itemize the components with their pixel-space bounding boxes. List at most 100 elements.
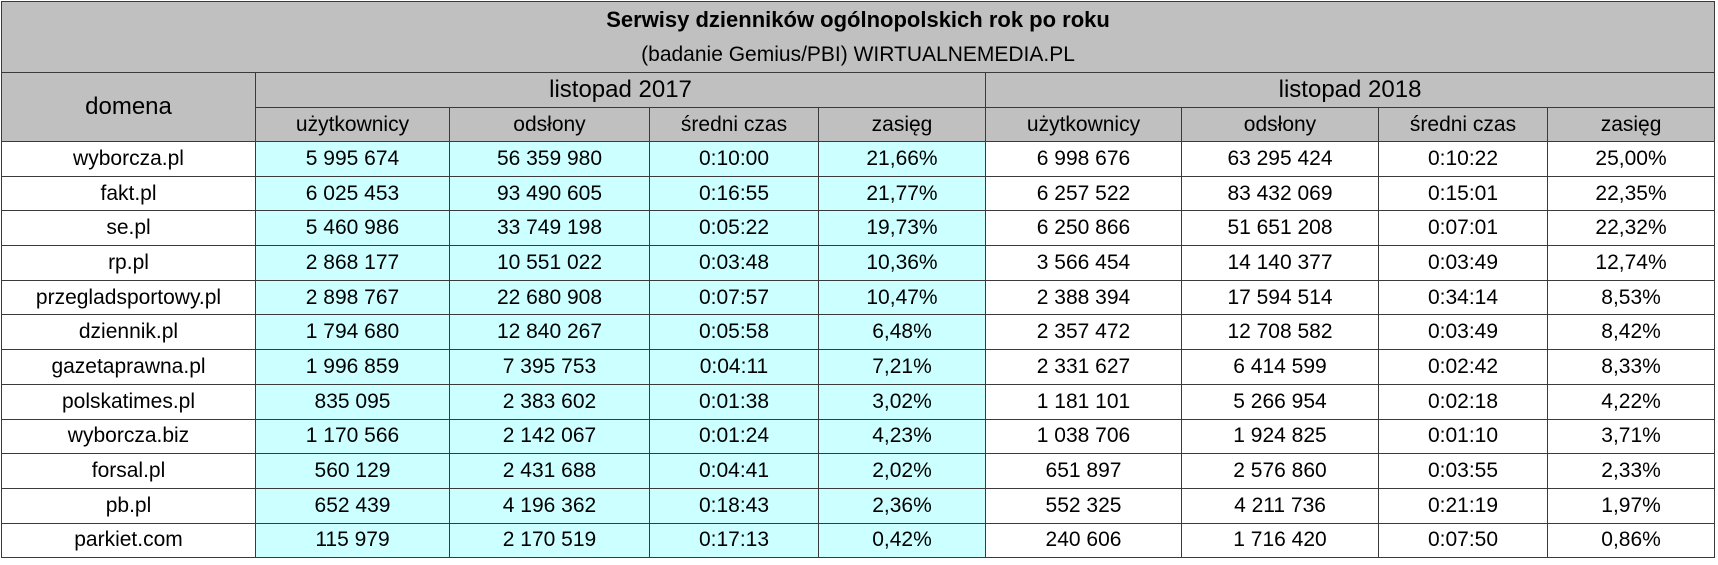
cell-views-2017: 22 680 908 [449, 279, 650, 316]
header-views-2018: odsłony [1181, 107, 1379, 142]
cell-reach-2018: 22,32% [1546, 210, 1716, 247]
cell-avg-time-2018: 0:02:42 [1378, 349, 1548, 385]
cell-users-2017: 5 995 674 [255, 141, 450, 177]
table-row: wyborcza.biz 1 170 566 2 142 067 0:01:24 4,2… [1, 418, 1716, 455]
table-row: forsal.pl 560 129 2 431 688 0:04:41 2,02% 651… [1, 453, 1716, 489]
cell-users-2017: 2 868 177 [255, 245, 450, 281]
cell-users-2017: 1 794 680 [255, 314, 450, 351]
cell-views-2017: 4 196 362 [449, 487, 650, 524]
cell-views-2018: 12 708 582 [1181, 314, 1379, 351]
header-views-2017: odsłony [449, 107, 650, 142]
cell-views-2018: 1 716 420 [1181, 522, 1379, 559]
cell-domain: wyborcza.biz [1, 418, 256, 455]
table-row: se.pl 5 460 986 33 749 198 0:05:22 19,73% 6 2… [1, 210, 1716, 247]
cell-users-2017: 1 170 566 [255, 418, 450, 455]
cell-reach-2017: 0,42% [818, 522, 986, 559]
cell-users-2018: 3 566 454 [985, 245, 1182, 281]
cell-avg-time-2017: 0:04:11 [649, 349, 819, 385]
cell-reach-2017: 2,02% [818, 453, 986, 489]
table-row: dziennik.pl 1 794 680 12 840 267 0:05:58 6,4… [1, 314, 1716, 351]
cell-domain: przegladsportowy.pl [1, 279, 256, 316]
table-title: Serwisy dzienników ogólnopolskich rok po… [0, 1, 1716, 37]
cell-users-2018: 552 325 [985, 487, 1182, 524]
cell-reach-2017: 2,36% [818, 487, 986, 524]
header-users-2017: użytkownicy [255, 107, 450, 142]
table-row: parkiet.com 115 979 2 170 519 0:17:13 0,42% 2… [1, 522, 1716, 559]
cell-views-2017: 7 395 753 [449, 349, 650, 385]
cell-reach-2018: 3,71% [1546, 418, 1716, 455]
cell-views-2018: 63 295 424 [1181, 141, 1379, 177]
cell-users-2017: 2 898 767 [255, 279, 450, 316]
cell-users-2018: 2 357 472 [985, 314, 1182, 351]
cell-domain: rp.pl [1, 245, 256, 281]
cell-views-2017: 10 551 022 [449, 245, 650, 281]
cell-views-2018: 5 266 954 [1181, 383, 1379, 420]
cell-views-2017: 12 840 267 [449, 314, 650, 351]
cell-domain: parkiet.com [1, 522, 256, 559]
header-period-2018: listopad 2018 [984, 72, 1716, 108]
cell-reach-2017: 10,36% [818, 245, 986, 281]
cell-avg-time-2018: 0:03:49 [1378, 314, 1548, 351]
table-row: gazetaprawna.pl 1 996 859 7 395 753 0:04:11… [1, 349, 1716, 385]
cell-users-2018: 1 038 706 [985, 418, 1182, 455]
cell-reach-2017: 4,23% [818, 418, 986, 455]
cell-users-2018: 240 606 [985, 522, 1182, 559]
header-avg-time-2017: średni czas [649, 107, 819, 142]
cell-reach-2017: 21,66% [818, 141, 986, 177]
header-reach-2017: zasięg [818, 107, 986, 142]
cell-reach-2018: 25,00% [1546, 141, 1716, 177]
cell-reach-2017: 7,21% [818, 349, 986, 385]
cell-reach-2017: 21,77% [818, 175, 986, 212]
cell-avg-time-2018: 0:34:14 [1378, 279, 1548, 316]
cell-users-2017: 560 129 [255, 453, 450, 489]
cell-users-2018: 2 331 627 [985, 349, 1182, 385]
cell-reach-2017: 10,47% [818, 279, 986, 316]
cell-avg-time-2018: 0:03:55 [1378, 453, 1548, 489]
cell-reach-2018: 12,74% [1546, 245, 1716, 281]
cell-reach-2017: 6,48% [818, 314, 986, 351]
cell-views-2018: 14 140 377 [1181, 245, 1379, 281]
cell-avg-time-2018: 0:21:19 [1378, 487, 1548, 524]
table-body: wyborcza.pl 5 995 674 56 359 980 0:10:00 21,… [1, 141, 1716, 559]
cell-reach-2018: 8,42% [1546, 314, 1716, 351]
cell-users-2018: 1 181 101 [985, 383, 1182, 420]
cell-avg-time-2017: 0:05:58 [649, 314, 819, 351]
cell-views-2018: 51 651 208 [1181, 210, 1379, 247]
cell-domain: polskatimes.pl [1, 383, 256, 420]
cell-avg-time-2017: 0:18:43 [649, 487, 819, 524]
cell-reach-2018: 4,22% [1546, 383, 1716, 420]
table-row: pb.pl 652 439 4 196 362 0:18:43 2,36% 552 325… [1, 487, 1716, 524]
cell-views-2017: 33 749 198 [449, 210, 650, 247]
table-row: polskatimes.pl 835 095 2 383 602 0:01:38 3,0… [1, 383, 1716, 420]
cell-reach-2017: 19,73% [818, 210, 986, 247]
cell-users-2018: 6 998 676 [985, 141, 1182, 177]
cell-avg-time-2017: 0:01:24 [649, 418, 819, 455]
cell-avg-time-2017: 0:16:55 [649, 175, 819, 212]
cell-users-2018: 6 250 866 [985, 210, 1182, 247]
cell-users-2018: 651 897 [985, 453, 1182, 489]
header-period-2017: listopad 2017 [255, 72, 986, 108]
cell-avg-time-2018: 0:01:10 [1378, 418, 1548, 455]
cell-users-2017: 835 095 [255, 383, 450, 420]
cell-avg-time-2017: 0:03:48 [649, 245, 819, 281]
header-avg-time-2018: średni czas [1378, 107, 1548, 142]
cell-avg-time-2017: 0:07:57 [649, 279, 819, 316]
header-reach-2018: zasięg [1546, 107, 1716, 142]
cell-avg-time-2018: 0:10:22 [1378, 141, 1548, 177]
cell-views-2018: 83 432 069 [1181, 175, 1379, 212]
cell-avg-time-2017: 0:17:13 [649, 522, 819, 559]
cell-reach-2018: 8,53% [1546, 279, 1716, 316]
table-row: rp.pl 2 868 177 10 551 022 0:03:48 10,36% 3 5… [1, 245, 1716, 281]
cell-avg-time-2018: 0:02:18 [1378, 383, 1548, 420]
cell-users-2017: 652 439 [255, 487, 450, 524]
cell-views-2017: 2 383 602 [449, 383, 650, 420]
cell-avg-time-2017: 0:10:00 [649, 141, 819, 177]
cell-reach-2018: 22,35% [1546, 175, 1716, 212]
cell-reach-2017: 3,02% [818, 383, 986, 420]
cell-avg-time-2018: 0:03:49 [1378, 245, 1548, 281]
cell-users-2018: 2 388 394 [985, 279, 1182, 316]
cell-views-2017: 2 142 067 [449, 418, 650, 455]
cell-avg-time-2017: 0:01:38 [649, 383, 819, 420]
cell-domain: wyborcza.pl [1, 141, 256, 177]
